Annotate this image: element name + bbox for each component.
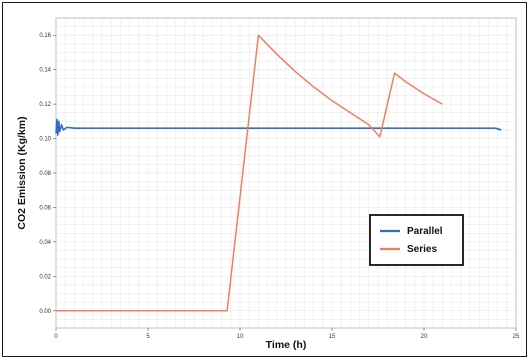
y-tick-label: 0.00 <box>39 309 51 315</box>
chart-frame: 0 5 10 15 20 25 0.00 0.02 0.04 0.06 0.08 0.10 0.12 0.… <box>2 2 527 357</box>
y-tick-label: 0.10 <box>39 137 51 143</box>
ticks: 0 5 10 15 20 25 0.00 0.02 0.04 0.06 0.08 0.10 0.12 0.… <box>39 33 520 340</box>
y-tick-label: 0.06 <box>39 205 51 211</box>
x-tick-label: 5 <box>146 334 150 340</box>
legend-label-series: Series <box>407 244 437 255</box>
x-axis-title: Time (h) <box>266 339 307 351</box>
y-axis-title: CO2 Emission (Kg/km) <box>16 116 28 229</box>
y-tick-label: 0.02 <box>39 274 51 280</box>
y-tick-label: 0.16 <box>39 33 51 39</box>
legend-box <box>369 214 464 266</box>
x-tick-label: 15 <box>329 334 336 340</box>
y-tick-label: 0.14 <box>39 68 51 74</box>
y-tick-label: 0.12 <box>39 102 51 108</box>
x-tick-label: 10 <box>237 334 244 340</box>
y-tick-label: 0.08 <box>39 171 51 177</box>
co2-emission-chart: 0 5 10 15 20 25 0.00 0.02 0.04 0.06 0.08 0.10 0.12 0.… <box>16 17 520 351</box>
x-tick-label: 25 <box>513 334 520 340</box>
x-tick-label: 20 <box>421 334 428 340</box>
series-layer <box>55 34 502 312</box>
legend: Parallel Series <box>369 214 464 266</box>
y-tick-label: 0.04 <box>39 240 51 246</box>
x-tick-label: 0 <box>54 334 58 340</box>
series-line-parallel <box>55 118 502 136</box>
legend-label-parallel: Parallel <box>407 226 443 237</box>
series-line-series <box>56 34 443 312</box>
